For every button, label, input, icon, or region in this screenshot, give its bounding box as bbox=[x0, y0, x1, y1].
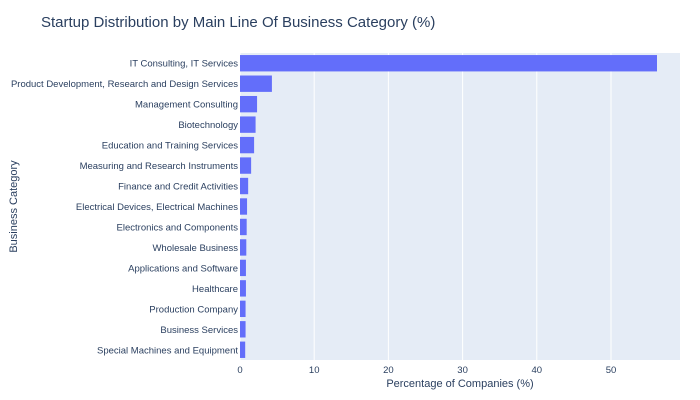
y-tick-label: Special Machines and Equipment bbox=[97, 345, 238, 356]
x-tick-label: 40 bbox=[532, 365, 543, 376]
bar bbox=[240, 300, 246, 318]
x-tick-labels: 0 10 20 30 40 50 bbox=[237, 365, 616, 376]
y-tick-labels: IT Consulting, IT Services Product Develo… bbox=[11, 59, 238, 357]
x-tick-label: 50 bbox=[606, 365, 617, 376]
bar bbox=[240, 136, 255, 154]
x-tick-label: 0 bbox=[237, 365, 242, 376]
y-tick-label: Biotechnology bbox=[178, 120, 238, 131]
chart-title: Startup Distribution by Main Line Of Bus… bbox=[41, 14, 435, 31]
y-tick-label: Management Consulting bbox=[135, 100, 238, 111]
x-tick-label: 30 bbox=[457, 365, 468, 376]
plot-area bbox=[240, 53, 680, 360]
bar bbox=[240, 280, 246, 297]
bar bbox=[240, 55, 657, 72]
y-tick-label: Education and Training Services bbox=[102, 141, 238, 152]
y-tick-label: Production Company bbox=[149, 304, 238, 315]
bar bbox=[240, 75, 272, 92]
bar bbox=[240, 239, 247, 256]
x-tick-label: 20 bbox=[383, 365, 394, 376]
bar bbox=[240, 321, 246, 338]
bar bbox=[240, 116, 256, 133]
bar bbox=[240, 341, 246, 358]
bars bbox=[240, 55, 657, 358]
y-tick-label: Electrical Devices, Electrical Machines bbox=[76, 202, 238, 213]
bar bbox=[240, 259, 246, 277]
bar bbox=[240, 157, 252, 174]
bar bbox=[240, 177, 249, 195]
y-tick-label: Product Development, Research and Design… bbox=[11, 79, 238, 90]
bar bbox=[240, 198, 248, 215]
y-tick-label: Business Services bbox=[160, 325, 238, 336]
y-tick-label: Electronics and Components bbox=[117, 222, 239, 233]
y-tick-label: Measuring and Research Instruments bbox=[80, 161, 239, 172]
x-tick-label: 10 bbox=[309, 365, 320, 376]
y-tick-label: Finance and Credit Activities bbox=[118, 182, 238, 193]
y-tick-label: Applications and Software bbox=[128, 263, 238, 274]
y-tick-label: Wholesale Business bbox=[152, 243, 238, 254]
bar bbox=[240, 218, 247, 236]
bar bbox=[240, 95, 258, 113]
x-axis-title: Percentage of Companies (%) bbox=[386, 378, 533, 390]
y-tick-label: Healthcare bbox=[192, 284, 238, 295]
y-axis-title: Business Category bbox=[8, 160, 20, 253]
y-tick-label: IT Consulting, IT Services bbox=[130, 59, 239, 70]
